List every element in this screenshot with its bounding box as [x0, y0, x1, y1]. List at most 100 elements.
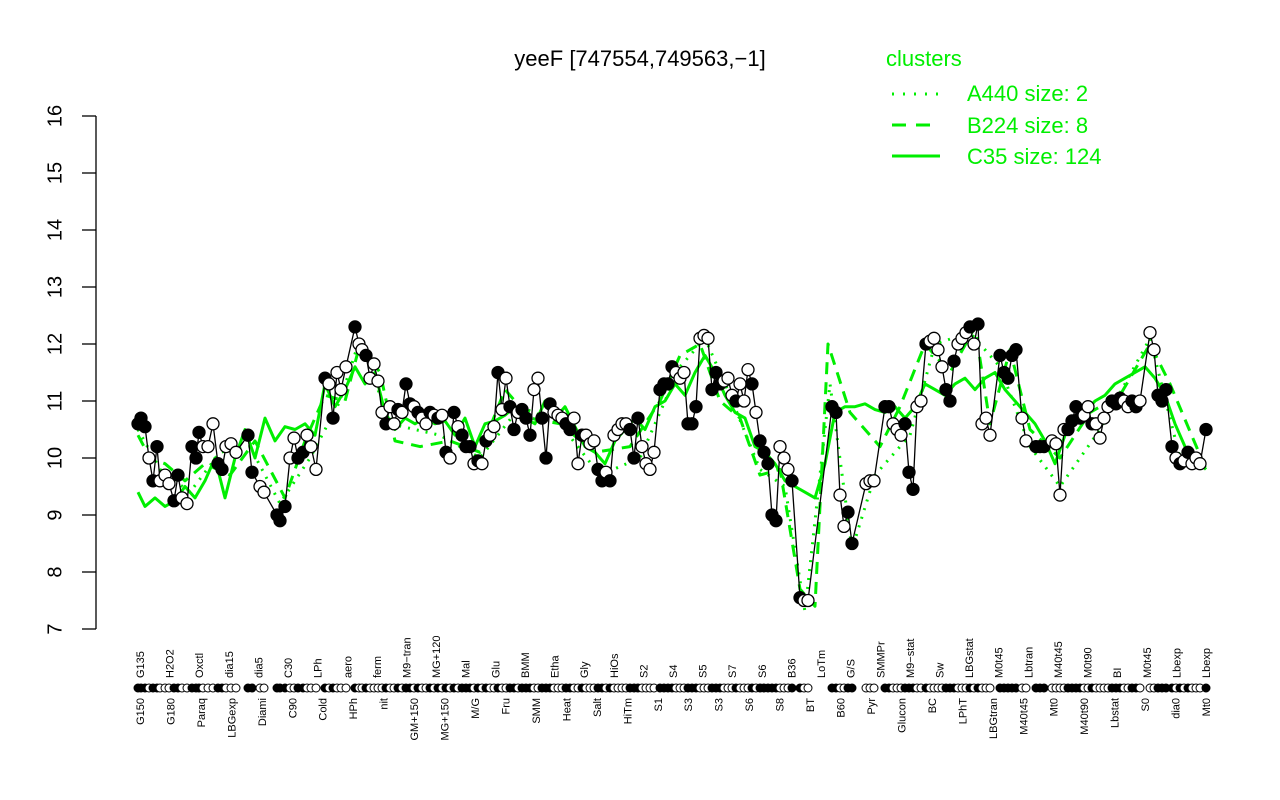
data-point	[993, 348, 1007, 363]
data-point	[535, 411, 549, 425]
data-point	[1097, 411, 1111, 425]
data-point	[435, 408, 449, 422]
data-point	[757, 445, 771, 459]
x-tick-label: Mt0	[1201, 698, 1213, 716]
x-tick-label: MG+150	[440, 698, 452, 741]
data-point	[229, 445, 243, 459]
x-tick-label: M/G	[470, 698, 482, 719]
data-point	[979, 411, 993, 425]
x-tick-label: M9−stat	[905, 639, 917, 678]
data-point	[309, 462, 323, 477]
data-point	[603, 474, 617, 488]
rug-marker	[787, 683, 797, 693]
data-point	[171, 468, 185, 482]
rug-marker	[1201, 683, 1211, 693]
data-point	[201, 439, 215, 454]
y-tick-label: 7	[44, 623, 66, 634]
data-point	[326, 411, 340, 425]
x-tick-label: LoTm	[816, 650, 828, 678]
data-point	[1053, 488, 1067, 502]
data-point	[753, 434, 767, 448]
x-tick-label: HiTm	[622, 698, 634, 724]
x-tick-label: Glucon	[896, 698, 908, 733]
x-tick-label: Sw	[935, 663, 947, 678]
legend-entry-c35: C35 size: 124	[967, 144, 1102, 169]
y-tick-label: 10	[44, 447, 66, 469]
rug-marker	[1135, 683, 1145, 693]
data-point	[1081, 400, 1095, 414]
x-tick-label: LPh	[313, 658, 325, 678]
x-tick-label: BMM	[520, 652, 532, 678]
data-point	[785, 474, 799, 488]
x-tick-label: BI	[1112, 668, 1124, 678]
data-point	[898, 417, 912, 431]
data-point	[643, 462, 657, 477]
data-point	[947, 354, 961, 368]
data-point	[395, 405, 409, 420]
x-tick-label: HPh	[348, 698, 360, 719]
x-tick-label: LPhT	[957, 698, 969, 725]
x-tick-label: Lbexp	[1171, 648, 1183, 678]
legend-entry-b224: B224 size: 8	[967, 113, 1088, 138]
x-tick-label: Gly	[579, 661, 591, 678]
x-tick-label: S0	[1140, 698, 1152, 711]
data-point	[833, 488, 847, 502]
x-tick-label: Pyr	[866, 698, 878, 715]
data-point	[737, 394, 751, 408]
data-point	[1133, 394, 1147, 408]
data-point	[769, 514, 783, 528]
data-point	[563, 422, 577, 437]
data-point	[367, 357, 381, 371]
x-tick-label: G180	[165, 698, 177, 725]
data-point	[906, 482, 920, 497]
x-tick-label: LBGexp	[226, 698, 238, 738]
x-tick-label: G150	[135, 698, 147, 725]
x-tick-label: SMMPr	[875, 641, 887, 678]
data-point	[1049, 437, 1063, 451]
data-point	[773, 439, 787, 454]
data-point	[709, 365, 723, 380]
x-tick-label: dia0	[1171, 698, 1183, 719]
x-tick-label: Etha	[550, 654, 562, 678]
x-tick-label: Mt0	[1049, 698, 1061, 716]
data-point	[647, 445, 661, 459]
data-point	[475, 457, 489, 471]
rug-marker	[311, 683, 321, 693]
data-point	[189, 451, 203, 465]
data-point	[1093, 431, 1107, 445]
data-point	[1001, 371, 1015, 385]
x-tick-label: Lbtran	[1023, 647, 1035, 678]
data-point	[180, 496, 194, 511]
data-point	[162, 476, 176, 491]
data-point	[387, 417, 401, 431]
x-tick-label: Cold	[318, 698, 330, 721]
data-point	[527, 382, 541, 397]
data-point	[685, 417, 699, 431]
data-point	[142, 451, 156, 465]
x-axis: G135 H2O2 Oxctl dia15 dia5 C30 LPh aero ferm M9−t…	[135, 636, 1213, 741]
data-point	[241, 428, 255, 442]
data-point	[721, 371, 735, 385]
x-tick-label: S6	[757, 665, 769, 678]
data-point	[777, 451, 791, 465]
x-tick-label: aero	[342, 656, 354, 678]
x-tick-label: Oxctl	[194, 653, 206, 678]
x-tick-label: S2	[638, 665, 650, 678]
x-tick-label: G135	[135, 651, 147, 678]
x-tick-label: G/S	[846, 659, 858, 678]
data-point	[1147, 343, 1161, 357]
data-point	[931, 343, 945, 357]
x-tick-label: C30	[283, 658, 295, 678]
data-point	[371, 374, 385, 388]
x-tick-label: S8	[775, 698, 787, 711]
data-point	[781, 462, 795, 477]
data-point	[519, 411, 533, 425]
x-tick-label: S6	[744, 698, 756, 711]
data-point	[943, 394, 957, 408]
data-point	[1143, 325, 1157, 340]
data-point	[741, 362, 755, 377]
data-point	[983, 428, 997, 442]
x-tick-label: BT	[805, 698, 817, 712]
chart-title: yeeF [747554,749563,−1]	[514, 46, 765, 71]
x-tick-label: LBGtran	[988, 698, 1000, 739]
